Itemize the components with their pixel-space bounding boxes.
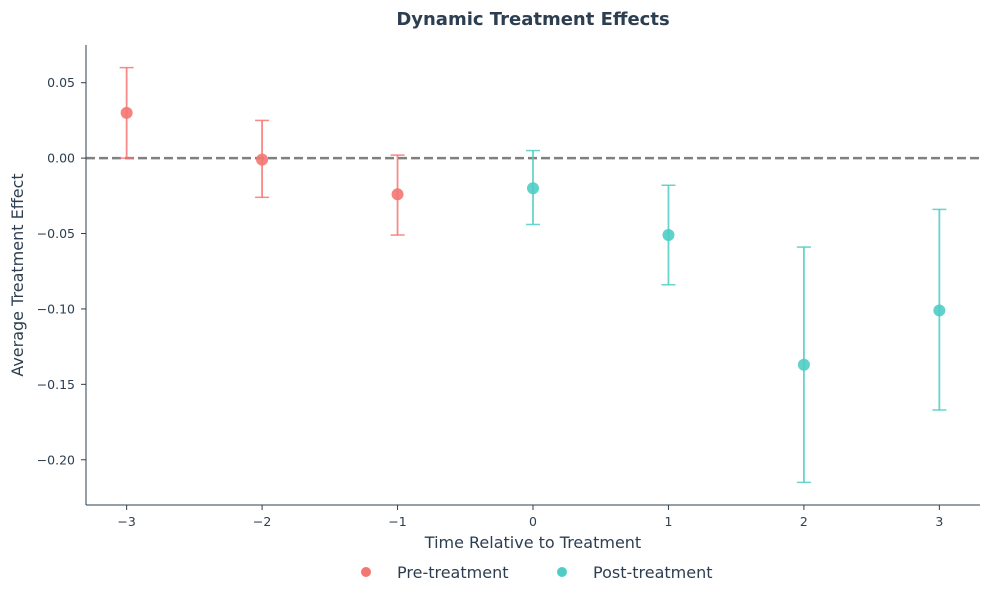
x-axis-ticks: −3 −2 −1 0 1 2 3 [117, 505, 943, 529]
legend-label: Post-treatment [593, 563, 713, 582]
x-tick-label: −2 [253, 514, 271, 529]
y-axis-label: Average Treatment Effect [8, 173, 27, 376]
legend-marker [557, 567, 567, 577]
y-tick-label: −0.10 [37, 301, 75, 316]
data-point [527, 182, 539, 195]
data-point [933, 304, 946, 317]
legend-label: Pre-treatment [397, 563, 508, 582]
x-tick-label: 2 [800, 514, 808, 529]
x-tick-label: −3 [117, 514, 135, 529]
data-point [256, 153, 269, 166]
legend: Pre-treatment Post-treatment [361, 563, 713, 582]
data-point [391, 188, 404, 201]
x-tick-label: 0 [529, 514, 537, 529]
x-tick-label: 3 [935, 514, 943, 529]
data-point [662, 229, 675, 242]
x-tick-label: −1 [388, 514, 406, 529]
y-tick-label: −0.15 [37, 377, 75, 392]
plot-area [86, 66, 980, 484]
y-tick-label: 0.05 [47, 75, 75, 90]
legend-marker [361, 567, 371, 577]
x-tick-label: 1 [664, 514, 672, 529]
data-point [797, 358, 810, 371]
x-axis-label: Time Relative to Treatment [424, 533, 641, 552]
y-tick-label: −0.20 [37, 452, 75, 467]
y-tick-label: 0.00 [47, 151, 75, 166]
chart-title: Dynamic Treatment Effects [396, 9, 669, 30]
data-point [120, 106, 133, 119]
y-tick-label: −0.05 [37, 226, 75, 241]
y-axis-ticks: 0.05 0.00 −0.05 −0.10 −0.15 −0.20 [37, 75, 86, 467]
